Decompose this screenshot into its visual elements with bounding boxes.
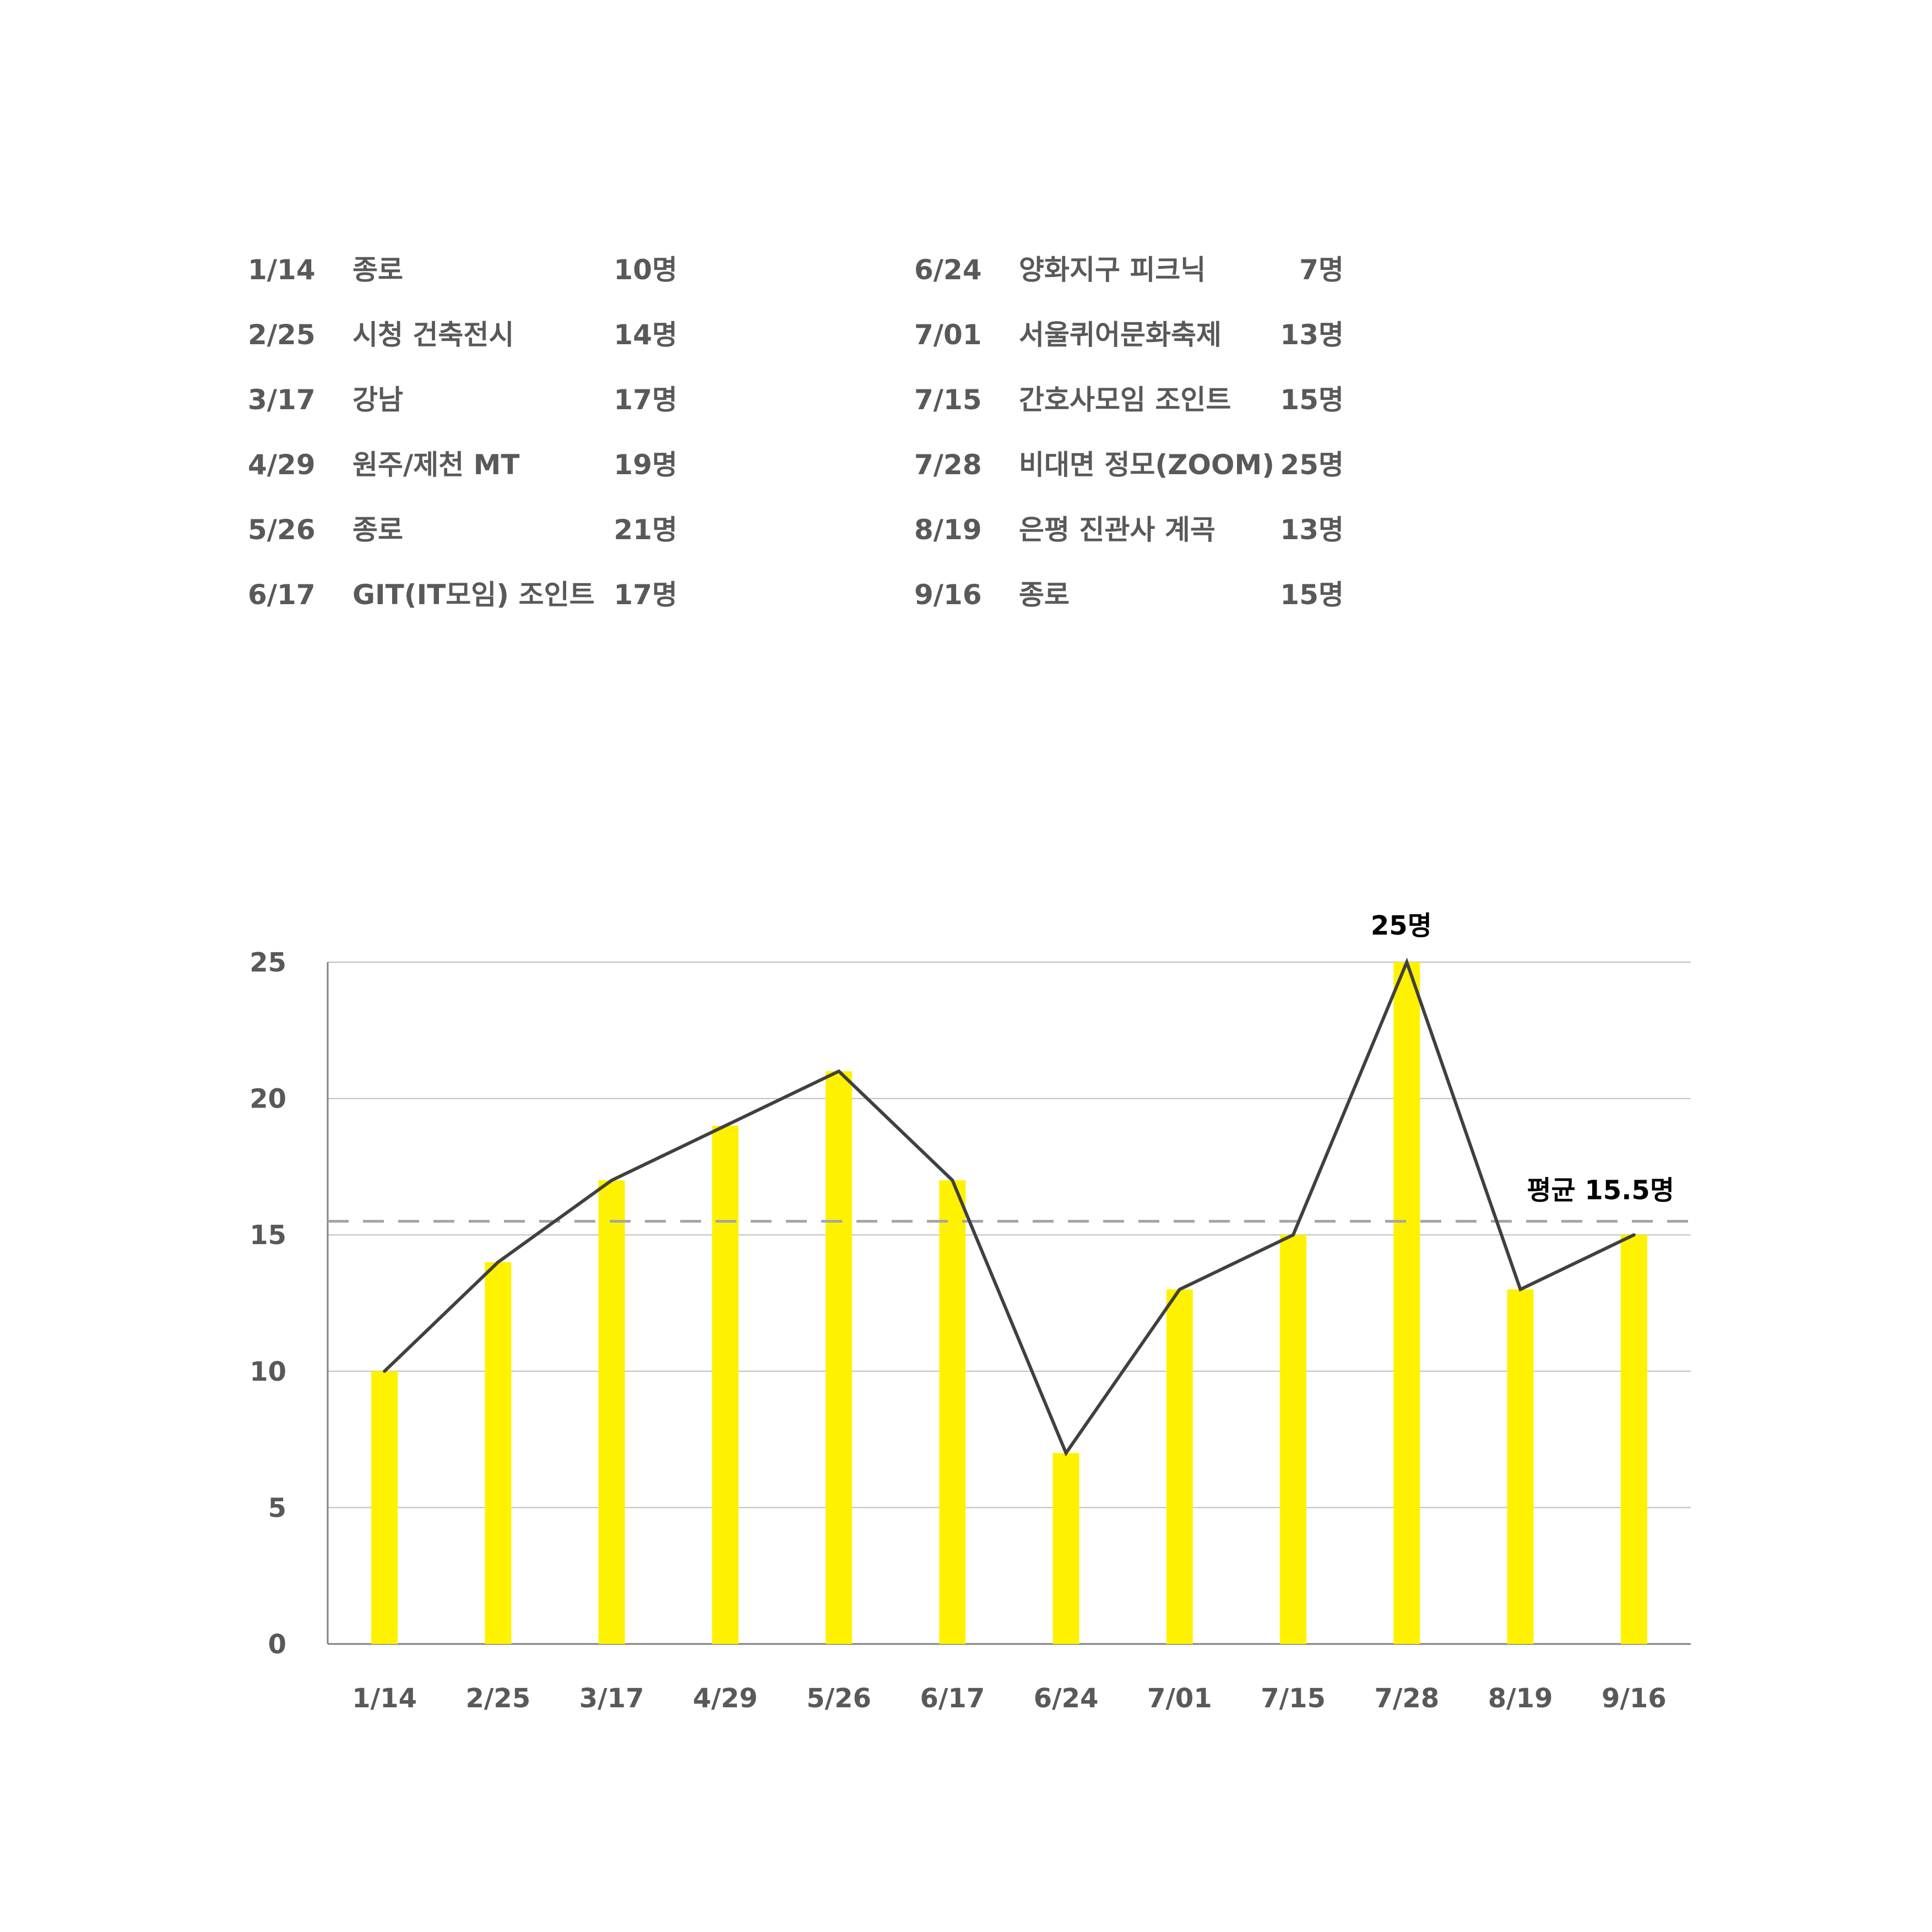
x-tick-label: 7/01: [1147, 1683, 1212, 1714]
bar: [1052, 1453, 1079, 1644]
event-count: 14명: [614, 319, 677, 351]
line-point: [1518, 1288, 1522, 1291]
event-count: 21명: [614, 514, 677, 546]
event-date: 7/01: [914, 319, 982, 351]
event-row: 5/26 종로 21명: [248, 508, 677, 552]
bar-layer: [371, 962, 1647, 1644]
event-table: 1/14 종로 10명 2/25 시청 건축전시 14명 3/17 강남 17명 4/29 원주/제…: [248, 248, 1404, 644]
x-tick-label: 9/16: [1602, 1683, 1667, 1714]
average-label: 평균 15.5명: [1527, 1175, 1674, 1206]
event-date: 6/24: [914, 254, 982, 286]
x-tick-label: 6/17: [920, 1683, 985, 1714]
line-point: [496, 1260, 500, 1264]
event-date: 9/16: [914, 579, 982, 611]
y-tick-label: 5: [268, 1493, 286, 1523]
event-row: 3/17 강남 17명: [248, 378, 677, 422]
event-count: 15명: [1280, 579, 1344, 611]
event-count: 13명: [1280, 319, 1344, 351]
event-date: 7/28: [914, 449, 982, 481]
x-tick-label: 7/15: [1261, 1683, 1326, 1714]
line-point: [1632, 1233, 1636, 1237]
event-count: 25명: [1280, 449, 1344, 481]
event-row: 1/14 종로 10명: [248, 248, 677, 292]
y-tick-label: 10: [249, 1356, 286, 1387]
event-row: 2/25 시청 건축전시 14명: [248, 313, 677, 357]
event-place: 서울퀴어문화축제: [1019, 319, 1222, 351]
line-point: [1177, 1288, 1181, 1291]
event-place: 양화지구 피크닉: [1019, 254, 1206, 286]
x-tick-label: 7/28: [1375, 1683, 1440, 1714]
bar: [598, 1180, 625, 1644]
event-date: 6/17: [248, 579, 316, 611]
event-date: 5/26: [248, 514, 316, 546]
y-tick-label: 25: [249, 947, 286, 978]
event-date: 1/14: [248, 254, 316, 286]
bar: [1393, 962, 1420, 1644]
event-row: 4/29 원주/제천 MT 19명: [248, 443, 677, 487]
event-place: 원주/제천 MT: [352, 449, 520, 481]
line-point: [723, 1124, 727, 1128]
peak-annotation: 25명: [1371, 910, 1432, 941]
event-count: 13명: [1280, 514, 1344, 546]
event-date: 3/17: [248, 384, 316, 416]
event-count: 19명: [614, 449, 677, 481]
bar: [371, 1371, 398, 1644]
line-point: [837, 1070, 841, 1073]
grid-layer: [327, 962, 1691, 1645]
x-tick-label: 8/19: [1488, 1683, 1553, 1714]
y-tick-label: 0: [268, 1629, 286, 1660]
event-place: 강남: [352, 384, 403, 416]
bar: [1620, 1235, 1647, 1644]
event-place: 간호사모임 조인트: [1019, 384, 1231, 416]
event-row: 7/15 간호사모임 조인트 15명: [914, 378, 1344, 422]
event-count: 7명: [1299, 254, 1344, 286]
event-place: 은평 진관사 계곡: [1019, 514, 1215, 546]
event-date: 2/25: [248, 319, 316, 351]
event-row: 6/17 GIT(IT모임) 조인트 17명: [248, 573, 677, 617]
x-tick-label: 2/25: [466, 1683, 531, 1714]
event-row: 6/24 양화지구 피크닉 7명: [914, 248, 1344, 292]
bar: [485, 1262, 512, 1644]
x-tick-label: 4/29: [693, 1683, 758, 1714]
x-tick-label: 3/17: [579, 1683, 644, 1714]
bar: [1280, 1235, 1307, 1644]
trend-line: [383, 957, 1635, 1457]
line-layer: [383, 957, 1636, 1457]
line-point: [1291, 1233, 1295, 1237]
y-tick-label: 15: [249, 1220, 286, 1251]
event-row: 8/19 은평 진관사 계곡 13명: [914, 508, 1344, 552]
x-tick-label: 5/26: [806, 1683, 871, 1714]
event-place: 종로: [352, 514, 403, 546]
bar: [1507, 1289, 1534, 1644]
event-date: 8/19: [914, 514, 982, 546]
event-row: 9/16 종로 15명: [914, 573, 1344, 617]
event-place: 비대면 정모(ZOOM): [1019, 449, 1275, 481]
event-date: 4/29: [248, 449, 316, 481]
line-point: [951, 1179, 954, 1182]
x-tick-label: 1/14: [352, 1683, 417, 1714]
line-point: [1064, 1451, 1068, 1455]
event-place: 시청 건축전시: [352, 319, 514, 351]
bar: [712, 1126, 739, 1644]
bar: [826, 1071, 853, 1644]
label-layer: 0 5 10 15 20 25 1/14 2/25 3/17 4/29 5/26 6/17 6/24 7/…: [249, 910, 1674, 1714]
event-row: 7/01 서울퀴어문화축제 13명: [914, 313, 1344, 357]
event-date: 7/15: [914, 384, 982, 416]
bar: [939, 1180, 966, 1644]
event-count: 17명: [614, 579, 677, 611]
line-point: [610, 1179, 614, 1182]
line-point: [383, 1369, 387, 1373]
y-tick-label: 20: [249, 1084, 286, 1115]
event-count: 10명: [614, 254, 677, 286]
event-count: 15명: [1280, 384, 1344, 416]
bar: [1166, 1289, 1193, 1644]
event-row: 7/28 비대면 정모(ZOOM) 25명: [914, 443, 1344, 487]
event-place: 종로: [352, 254, 403, 286]
line-point: [1405, 960, 1409, 964]
event-count: 17명: [614, 384, 677, 416]
event-place: GIT(IT모임) 조인트: [352, 579, 595, 611]
x-tick-label: 6/24: [1034, 1683, 1099, 1714]
event-place: 종로: [1019, 579, 1070, 611]
